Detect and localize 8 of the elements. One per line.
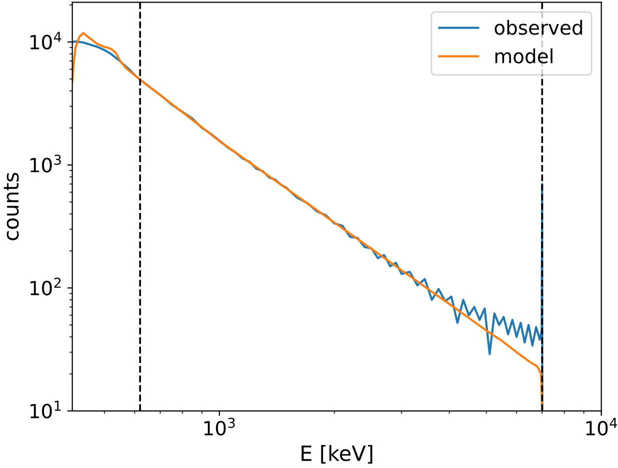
y-axis-title: counts <box>4 172 19 240</box>
x-axis-title: E [keV] <box>302 445 372 464</box>
legend-label: observed <box>494 20 582 35</box>
y-tick-label: 10$^{4}$ <box>30 32 62 50</box>
y-tick-label: 10$^{1}$ <box>30 400 61 418</box>
legend-label: model <box>495 48 552 64</box>
y-tick-label: 10$^{3}$ <box>30 154 61 172</box>
y-tick-label: 10$^{2}$ <box>30 278 61 296</box>
